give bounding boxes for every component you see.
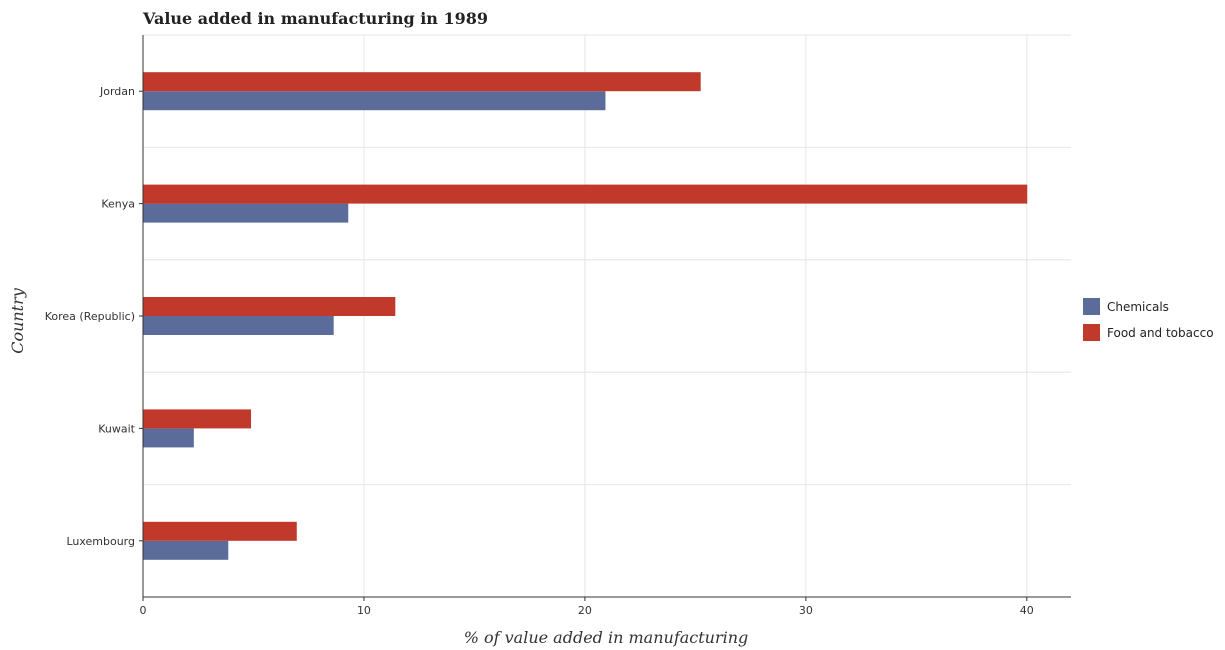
bar-food-and-tobacco-korea-republic- [143, 297, 396, 316]
y-tick-label: Kuwait [98, 422, 135, 435]
bar-chemicals-kuwait [143, 428, 194, 448]
bar-food-and-tobacco-jordan [143, 72, 701, 92]
bar-chemicals-jordan [143, 91, 606, 111]
x-axis-label: % of value added in manufacturing [464, 628, 749, 647]
bar-food-and-tobacco-kenya [143, 184, 1028, 204]
legend-label: Food and tobacco [1107, 326, 1214, 340]
x-tick-label: 20 [578, 604, 592, 617]
x-tick-label: 0 [140, 604, 147, 617]
bar-chemicals-korea-republic- [143, 316, 334, 335]
legend: Chemicals Food and tobacco [1083, 298, 1214, 341]
y-tick-label: Jordan [99, 85, 135, 98]
x-tick-label: 10 [357, 604, 371, 617]
y-tick-label: Luxembourg [66, 535, 135, 548]
bar-chemicals-luxembourg [143, 540, 229, 560]
y-tick-label: Kenya [101, 198, 135, 211]
bar-food-and-tobacco-luxembourg [143, 521, 297, 541]
legend-label: Chemicals [1107, 300, 1169, 314]
y-axis-label: Country [8, 287, 27, 354]
chart-title: Value added in manufacturing in 1989 [142, 9, 488, 28]
y-tick-label: Korea (Republic) [45, 310, 135, 323]
legend-swatch [1083, 324, 1100, 341]
plot-area: Jordan Kenya Korea (Republic) Kuwait Luxembo… [45, 34, 1071, 617]
bar-chemicals-kenya [143, 203, 349, 223]
x-tick-label: 40 [1020, 604, 1034, 617]
bar-food-and-tobacco-kuwait [143, 409, 252, 429]
x-tick-label: 30 [799, 604, 813, 617]
legend-swatch [1083, 298, 1100, 315]
